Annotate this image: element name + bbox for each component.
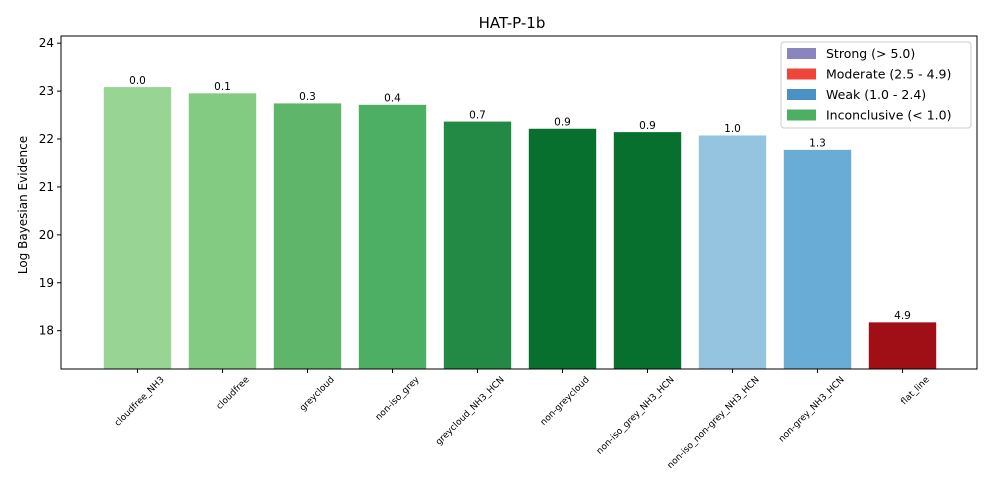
legend-swatch [787,68,816,80]
bar [188,92,257,370]
x-tick-label: non-iso_grey_NH3_HCN [595,375,677,457]
bar [443,120,512,370]
legend: Strong (> 5.0) Moderate (2.5 - 4.9) Weak (… [780,41,972,129]
x-tick-label: non-iso_grey [374,375,422,423]
legend-label: Weak (1.0 - 2.4) [826,87,926,102]
y-tick-label: 22 [39,132,54,146]
bar [783,149,852,370]
bar [698,134,767,370]
chart-title: HAT-P-1b [479,14,546,32]
bars-group: 0.0 0.1 0.3 0.4 0.7 0.9 0.9 1.0 1.3 4.9 [103,75,937,370]
bar-value-label: 1.3 [809,138,826,150]
bar-value-label: 1.0 [724,123,741,135]
x-tick-label: flat_line [899,375,931,407]
x-tick-label: greycloud [298,375,337,414]
legend-label: Strong (> 5.0) [826,46,915,61]
plot-frame [60,35,978,370]
bar [103,86,172,370]
x-tick-label: non-iso_non-grey_NH3_HCN [666,375,762,471]
legend-swatch [787,89,816,100]
bar-value-label: 0.1 [214,81,231,93]
y-tick-label: 21 [39,180,54,194]
bar-value-label: 0.7 [469,109,486,121]
x-axis: cloudfree_NH3 cloudfree greycloud non-iso_g… [113,369,932,471]
legend-swatch [787,48,816,59]
bar [273,102,342,370]
y-tick-label: 24 [39,36,54,50]
bar-value-label: 0.9 [639,120,656,132]
bar-value-label: 0.0 [129,75,146,87]
bar-value-label: 0.9 [554,116,571,128]
legend-label: Inconclusive (< 1.0) [826,108,951,123]
legend-swatch [787,109,816,121]
bar-value-label: 0.3 [299,91,316,103]
bar [528,128,597,370]
x-tick-label: cloudfree [215,375,252,412]
x-tick-label: greycloud_NH3_HCN [434,375,506,447]
y-axis-label: Log Bayesian Evidence [16,136,30,274]
y-tick-label: 23 [39,84,54,98]
y-tick-label: 20 [39,228,54,242]
x-tick-label: non-greycloud [539,375,592,428]
bar [613,131,682,370]
legend-label: Moderate (2.5 - 4.9) [826,67,951,82]
x-tick-label: cloudfree_NH3 [113,375,167,429]
bar [358,104,427,370]
bar [868,321,937,370]
bar-value-label: 4.9 [894,310,911,322]
y-tick-label: 18 [39,324,54,338]
y-axis: 18 19 20 21 22 23 24 [39,36,61,338]
bar-value-label: 0.4 [384,93,401,105]
y-tick-label: 19 [39,276,54,290]
legend-box [780,41,972,129]
x-tick-label: non-grey_NH3_HCN [777,375,846,444]
